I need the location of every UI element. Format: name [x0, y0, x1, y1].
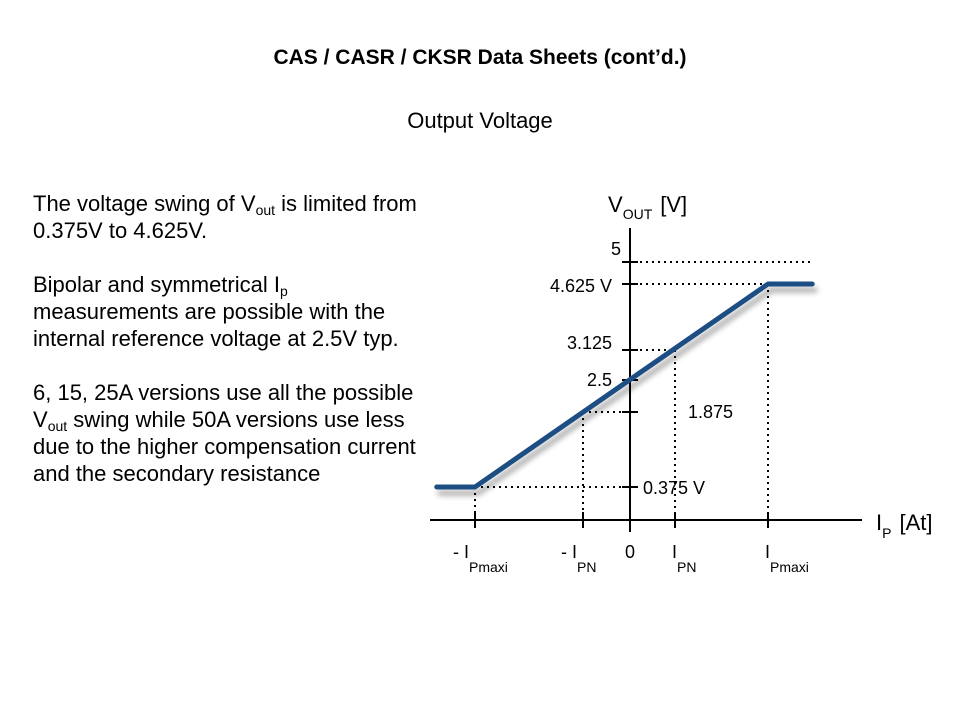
- subscript: p: [279, 283, 288, 299]
- series: [434, 281, 815, 490]
- y-axis-label: VOUT [V]: [608, 192, 687, 222]
- y-tick-label: 0.375 V: [643, 478, 705, 498]
- paragraph-bipolar: Bipolar and symmetrical Ip measurements …: [33, 271, 433, 352]
- subscript: out: [255, 202, 276, 218]
- slide-title: CAS / CASR / CKSR Data Sheets (cont’d.): [273, 46, 687, 69]
- text: swing while 50A versions use less due to…: [33, 407, 416, 486]
- ticks: 5 4.625 V 3.125 2.5 1.875 0.375 V - IPmaxi - IP…: [453, 239, 809, 575]
- y-tick-label: 2.5: [587, 370, 612, 390]
- y-tick-label: 4.625 V: [550, 276, 612, 296]
- x-tick-label: IPmaxi: [765, 542, 809, 575]
- x-tick-label: 0: [625, 542, 635, 562]
- text: The voltage swing of V: [33, 191, 256, 216]
- text: measurements are possible with the inter…: [33, 299, 399, 351]
- x-tick-label: - IPmaxi: [453, 542, 508, 575]
- y-tick-label: 1.875: [688, 402, 733, 422]
- y-tick-label: 5: [611, 239, 621, 259]
- body-text: The voltage swing of Vout is limited fro…: [33, 190, 433, 514]
- y-tick-label: 3.125: [567, 333, 612, 353]
- guide-lines: [474, 261, 812, 520]
- x-tick-label: IPN: [672, 542, 696, 575]
- paragraph-voltage-swing: The voltage swing of Vout is limited fro…: [33, 190, 433, 244]
- text: is limited from 0.375V to 4.625V.: [33, 191, 417, 243]
- paragraph-versions: 6, 15, 25A versions use all the possible…: [33, 379, 433, 487]
- text: 6, 15, 25A versions use all the possible…: [33, 380, 414, 432]
- text: Bipolar and symmetrical I: [33, 272, 280, 297]
- slide-subtitle: Output Voltage: [407, 108, 553, 133]
- x-tick-label: - IPN: [561, 542, 596, 575]
- vout-line: [434, 281, 815, 490]
- x-axis-label: IP [At]: [876, 510, 932, 541]
- subscript: out: [47, 418, 68, 434]
